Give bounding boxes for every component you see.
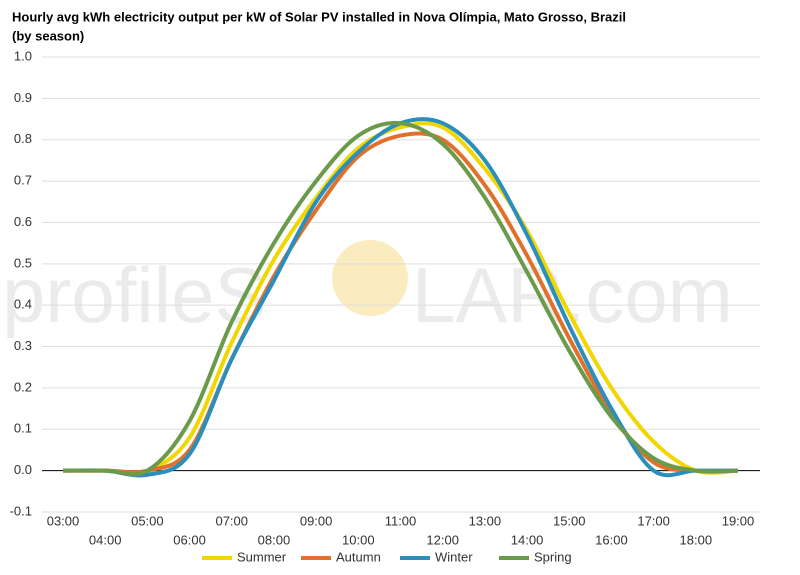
x-tick-label: 19:00 [722, 513, 755, 528]
y-tick-label: 0.1 [14, 421, 32, 436]
chart-title-line2: (by season) [12, 28, 84, 43]
chart-title-line1: Hourly avg kWh electricity output per kW… [12, 9, 626, 24]
y-tick-label: 0.8 [14, 131, 32, 146]
y-tick-label: 0.5 [14, 255, 32, 270]
x-tick-label: 08:00 [258, 532, 291, 547]
legend-label: Winter [435, 549, 473, 564]
legend-label: Spring [534, 549, 572, 564]
y-tick-label: 0.4 [14, 297, 32, 312]
y-tick-label: 0.2 [14, 379, 32, 394]
x-tick-label: 13:00 [469, 513, 502, 528]
x-tick-label: 07:00 [215, 513, 248, 528]
watermark-sun [332, 240, 408, 316]
x-tick-label: 18:00 [680, 532, 713, 547]
y-tick-label: -0.1 [10, 503, 32, 518]
series-line [62, 120, 739, 477]
x-tick-label: 11:00 [385, 513, 417, 528]
y-tick-label: 0.7 [14, 173, 32, 188]
watermark-left: profileS [2, 251, 266, 339]
y-tick-label: 1.0 [14, 48, 32, 63]
series-line [62, 121, 739, 476]
y-tick-label: 0.3 [14, 338, 32, 353]
x-tick-label: 14:00 [511, 532, 544, 547]
x-tick-label: 15:00 [553, 513, 586, 528]
y-tick-label: 0.0 [14, 462, 32, 477]
y-tick-label: 0.9 [14, 90, 32, 105]
x-tick-label: 04:00 [89, 532, 122, 547]
x-tick-label: 12:00 [426, 532, 459, 547]
legend-label: Autumn [336, 549, 381, 564]
x-tick-label: 16:00 [595, 532, 628, 547]
x-tick-label: 09:00 [300, 513, 333, 528]
x-tick-label: 06:00 [173, 532, 206, 547]
legend-label: Summer [237, 549, 287, 564]
x-tick-label: 10:00 [342, 532, 375, 547]
watermark-right: LAR.com [412, 251, 733, 339]
x-tick-label: 17:00 [637, 513, 670, 528]
x-tick-label: 03:00 [47, 513, 80, 528]
x-tick-label: 05:00 [131, 513, 164, 528]
y-tick-label: 0.6 [14, 214, 32, 229]
